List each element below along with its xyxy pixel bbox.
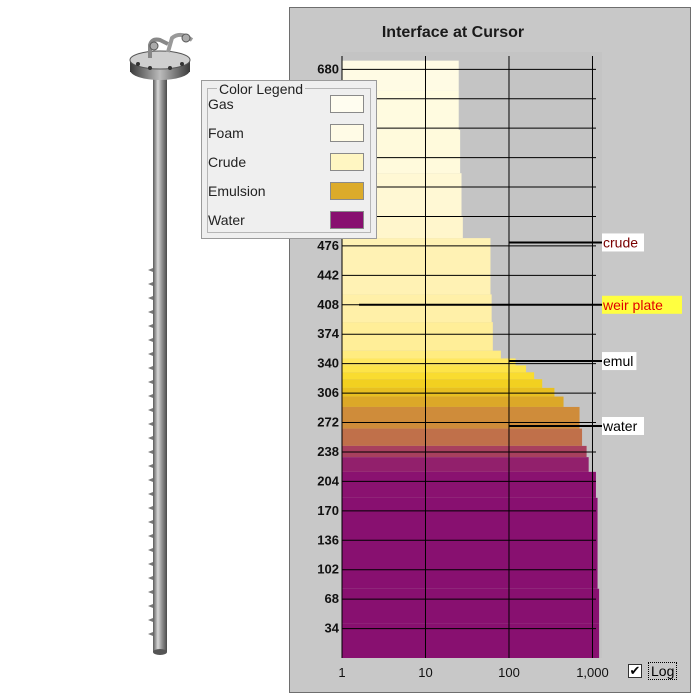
probe-tick xyxy=(148,436,153,440)
probe-tick xyxy=(148,268,153,272)
marker-label: crude xyxy=(603,234,638,250)
legend-item-gas: Gas xyxy=(208,94,366,116)
probe-tick xyxy=(148,296,153,300)
y-tick-label: 340 xyxy=(317,356,339,371)
color-legend: Color Legend Gas Foam Crude Emulsion Wat… xyxy=(201,80,377,239)
legend-item-crude: Crude xyxy=(208,152,366,174)
y-tick-label: 408 xyxy=(317,297,339,312)
probe-tick xyxy=(148,282,153,286)
profile-bar xyxy=(342,372,535,380)
legend-item-water: Water xyxy=(208,210,366,232)
probe-tick xyxy=(148,534,153,538)
probe-tick xyxy=(148,450,153,454)
y-tick-label: 442 xyxy=(317,267,339,282)
probe-tick xyxy=(148,352,153,356)
probe-tick xyxy=(148,310,153,314)
legend-swatch xyxy=(330,182,364,200)
legend-label: Foam xyxy=(208,125,244,141)
profile-bar xyxy=(342,406,580,429)
legend-swatch xyxy=(330,153,364,171)
probe-tick xyxy=(148,366,153,370)
y-tick-label: 306 xyxy=(317,385,339,400)
chart-svg: crude weir plate emul water 34 68 102 136 170 20… xyxy=(317,52,682,680)
log-checkbox[interactable]: ✔ xyxy=(628,663,642,678)
profile-bar xyxy=(342,379,543,388)
profile-bar xyxy=(342,387,555,397)
profile-bar xyxy=(342,428,583,446)
legend-label: Emulsion xyxy=(208,183,266,199)
marker-label: weir plate xyxy=(602,297,663,313)
y-tick-label: 374 xyxy=(317,326,339,341)
probe-tick xyxy=(148,618,153,622)
probe-tick xyxy=(148,576,153,580)
log-scale-toggle[interactable]: ✔ Log xyxy=(628,662,680,683)
probe-tick xyxy=(148,338,153,342)
profile-bar xyxy=(342,623,600,658)
x-tick-label: 1 xyxy=(338,665,345,680)
profile-bar xyxy=(342,457,589,472)
legend-frame: Color Legend xyxy=(207,81,371,233)
profile-bar xyxy=(342,322,493,351)
log-label: Log xyxy=(648,662,678,680)
probe-tick xyxy=(148,520,153,524)
x-tick-label: 100 xyxy=(498,665,520,680)
legend-swatch xyxy=(330,95,364,113)
probe-tick xyxy=(148,478,153,482)
y-tick-label: 170 xyxy=(317,503,339,518)
legend-label: Water xyxy=(208,212,245,228)
probe-tick xyxy=(148,324,153,328)
profile-bar xyxy=(342,471,596,498)
profile-bar xyxy=(342,358,516,366)
chart-title: Interface at Cursor xyxy=(381,24,525,41)
legend-swatch xyxy=(330,124,364,142)
legend-label: Gas xyxy=(208,96,234,112)
x-tick-label: 1,000 xyxy=(576,665,609,680)
y-tick-label: 102 xyxy=(317,562,339,577)
marker-label-bg xyxy=(602,295,682,314)
probe-tick xyxy=(148,506,153,510)
profile-bar xyxy=(342,365,527,373)
profile-bar xyxy=(342,294,492,323)
profile-bar xyxy=(342,588,600,624)
probe-tick xyxy=(148,562,153,566)
chart-panel: crude weir plate emul water 34 68 102 136 170 20… xyxy=(289,7,691,693)
profile-bar xyxy=(342,350,501,359)
y-tick-label: 238 xyxy=(317,444,339,459)
legend-label: Crude xyxy=(208,154,247,170)
probe-tick xyxy=(148,422,153,426)
legend-item-foam: Foam xyxy=(208,123,366,145)
marker-label-bg xyxy=(602,352,637,371)
profile-bar xyxy=(342,238,491,295)
y-tick-label: 34 xyxy=(325,621,340,636)
probe-tick xyxy=(148,492,153,496)
probe-tick xyxy=(148,590,153,594)
probe-tick xyxy=(148,394,153,398)
y-tick-label: 68 xyxy=(325,591,339,606)
x-tick-label: 10 xyxy=(418,665,432,680)
probe-tick xyxy=(148,604,153,608)
marker-label-bg xyxy=(602,416,644,435)
y-tick-label: 136 xyxy=(317,532,339,547)
probe-tick xyxy=(148,408,153,412)
profile-bar xyxy=(342,396,564,407)
legend-item-emulsion: Emulsion xyxy=(208,181,366,203)
probe-tick xyxy=(148,464,153,468)
probe-tick xyxy=(148,632,153,636)
legend-title: Color Legend xyxy=(217,81,306,97)
probe-tick xyxy=(148,548,153,552)
probe-image xyxy=(129,32,194,655)
probe-tick xyxy=(148,380,153,384)
marker-label: emul xyxy=(603,353,633,369)
legend-swatch xyxy=(330,211,364,229)
marker-label: water xyxy=(602,418,638,434)
profile-bar xyxy=(342,497,598,589)
y-tick-label: 272 xyxy=(317,415,339,430)
marker-label-bg xyxy=(602,233,644,252)
y-tick-label: 204 xyxy=(317,473,339,488)
y-tick-label: 680 xyxy=(317,61,339,76)
y-tick-label: 476 xyxy=(317,238,339,253)
